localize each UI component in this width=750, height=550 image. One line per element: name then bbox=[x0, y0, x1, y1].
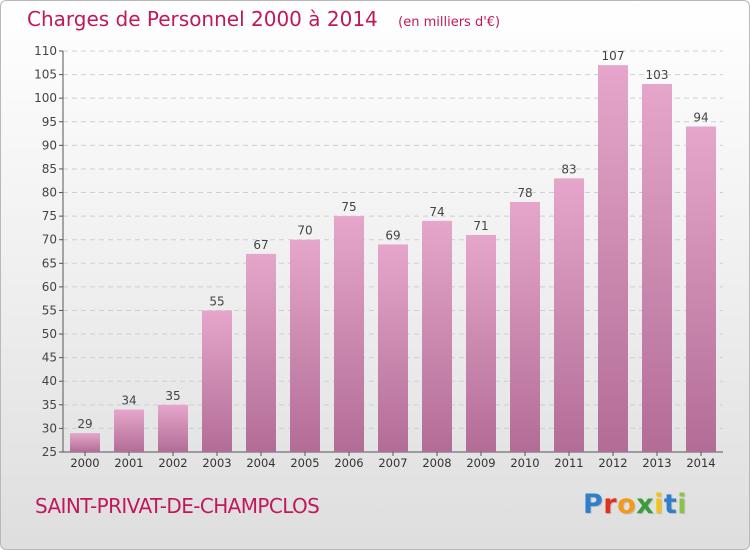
bar-2006 bbox=[334, 216, 364, 452]
xtick-label-2008: 2008 bbox=[422, 456, 451, 470]
labels: 25 30 35 40 45 50 55 60 65 70 75 80 85 90 95 100 105 110 2… bbox=[34, 44, 716, 470]
ytick-label-75: 75 bbox=[42, 209, 57, 223]
logo-letter: o bbox=[617, 489, 637, 520]
bar-2005 bbox=[290, 239, 320, 452]
xtick-label-2003: 2003 bbox=[202, 456, 231, 470]
ytick-label-105: 105 bbox=[34, 68, 57, 82]
value-label-2007: 69 bbox=[385, 228, 400, 242]
logo-letter: P bbox=[583, 489, 604, 520]
xtick-label-2009: 2009 bbox=[466, 456, 495, 470]
ytick-label-70: 70 bbox=[42, 233, 57, 247]
bar-2011 bbox=[554, 178, 584, 452]
value-label-2006: 75 bbox=[341, 200, 356, 214]
bars bbox=[70, 65, 716, 452]
value-label-2009: 71 bbox=[473, 219, 488, 233]
ytick-label-50: 50 bbox=[42, 327, 57, 341]
logo-letter: r bbox=[603, 489, 618, 520]
bar-2003 bbox=[202, 310, 232, 452]
bar-2014 bbox=[686, 126, 716, 452]
ytick-label-90: 90 bbox=[42, 138, 57, 152]
logo-letter: t bbox=[663, 489, 678, 520]
commune-name: SAINT-PRIVAT-DE-CHAMPCLOS bbox=[35, 494, 320, 518]
chart-title: Charges de Personnel 2000 à 2014 (en mil… bbox=[27, 7, 500, 31]
value-label-2002: 35 bbox=[165, 389, 180, 403]
xtick-label-2007: 2007 bbox=[378, 456, 407, 470]
value-label-2014: 94 bbox=[693, 110, 708, 124]
value-label-2010: 78 bbox=[517, 186, 532, 200]
proxiti-logo: Proxiti bbox=[583, 489, 687, 520]
chart-unit-note: (en milliers d'€) bbox=[398, 15, 501, 30]
xtick-label-2001: 2001 bbox=[114, 456, 143, 470]
value-label-2004: 67 bbox=[253, 238, 268, 252]
bar-2004 bbox=[246, 253, 276, 452]
xtick-label-2004: 2004 bbox=[246, 456, 275, 470]
ytick-label-110: 110 bbox=[34, 44, 57, 58]
bar-2007 bbox=[378, 244, 408, 452]
ytick-label-30: 30 bbox=[42, 421, 57, 435]
xtick-label-2011: 2011 bbox=[554, 456, 583, 470]
ytick-label-100: 100 bbox=[34, 91, 57, 105]
value-label-2011: 83 bbox=[561, 162, 576, 176]
bar-2002 bbox=[158, 404, 188, 452]
bar-2010 bbox=[510, 201, 540, 452]
ytick-label-65: 65 bbox=[42, 256, 57, 270]
xtick-label-2013: 2013 bbox=[642, 456, 671, 470]
xtick-label-2002: 2002 bbox=[158, 456, 187, 470]
ytick-label-35: 35 bbox=[42, 398, 57, 412]
logo-letter: x bbox=[636, 489, 655, 520]
value-label-2008: 74 bbox=[429, 205, 444, 219]
chart-title-text: Charges de Personnel 2000 à 2014 bbox=[27, 7, 378, 31]
ytick-label-55: 55 bbox=[42, 303, 57, 317]
logo-letter: i bbox=[654, 489, 664, 520]
xtick-label-2010: 2010 bbox=[510, 456, 539, 470]
ytick-label-45: 45 bbox=[42, 351, 57, 365]
ytick-label-60: 60 bbox=[42, 280, 57, 294]
ytick-label-40: 40 bbox=[42, 374, 57, 388]
xtick-label-2000: 2000 bbox=[70, 456, 99, 470]
logo-letter: i bbox=[677, 489, 688, 520]
bar-2000 bbox=[70, 433, 100, 452]
bar-2001 bbox=[114, 409, 144, 452]
ytick-label-85: 85 bbox=[42, 162, 57, 176]
bar-2012 bbox=[598, 65, 628, 452]
ytick-label-95: 95 bbox=[42, 115, 57, 129]
bar-2008 bbox=[422, 220, 452, 452]
xtick-label-2006: 2006 bbox=[334, 456, 363, 470]
xtick-label-2014: 2014 bbox=[686, 456, 715, 470]
ytick-label-25: 25 bbox=[42, 445, 57, 459]
value-label-2013: 103 bbox=[646, 68, 669, 82]
value-label-2005: 70 bbox=[297, 224, 312, 238]
xtick-label-2012: 2012 bbox=[598, 456, 627, 470]
ytick-label-80: 80 bbox=[42, 186, 57, 200]
value-label-2003: 55 bbox=[209, 294, 224, 308]
value-label-2001: 34 bbox=[121, 394, 136, 408]
value-label-2012: 107 bbox=[602, 49, 625, 63]
bar-2013 bbox=[642, 84, 672, 452]
value-label-2000: 29 bbox=[77, 417, 92, 431]
xtick-label-2005: 2005 bbox=[290, 456, 319, 470]
bar-2009 bbox=[466, 234, 496, 452]
